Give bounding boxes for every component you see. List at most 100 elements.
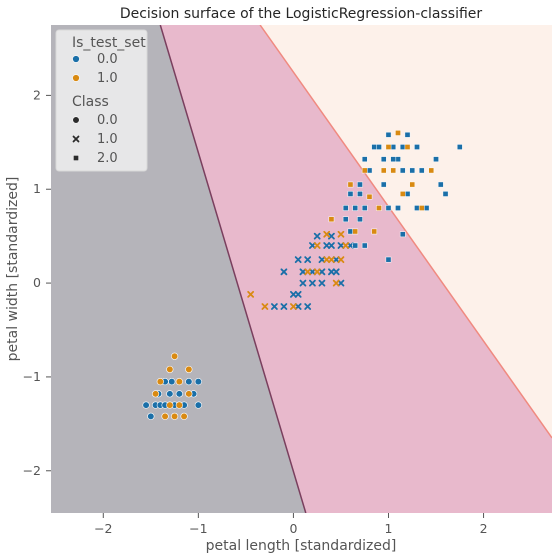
point-square [419,205,424,210]
point-square [386,132,391,137]
point-square [386,257,391,262]
point-square [362,243,367,248]
y-tick-label: 0 [33,275,41,290]
point-square [457,144,462,149]
point-square [362,205,367,210]
point-square [424,205,429,210]
point-circle [195,402,202,409]
point-circle [73,117,80,124]
point-square [353,205,358,210]
point-square [343,205,348,210]
legend: Is_test_set 0.0 1.0 Class 0.0 1.0 2.0 [56,30,147,171]
point-square [372,144,377,149]
point-circle [168,378,175,385]
x-tick-label: 1 [385,521,393,536]
point-square [400,191,405,196]
point-square [391,144,396,149]
point-circle [167,402,174,409]
point-square [362,168,367,173]
point-circle [171,353,178,360]
legend-hue-label: 1.0 [97,71,118,86]
y-tick-label: 1 [33,181,41,196]
legend-class-label: 1.0 [97,132,118,147]
point-circle [152,391,159,398]
point-square [343,217,348,222]
point-circle [195,378,202,385]
legend-hue-title: Is_test_set [72,35,146,51]
legend-hue-label: 0.0 [97,52,118,67]
point-square [362,157,367,162]
point-square [381,182,386,187]
point-circle [181,413,188,420]
point-square [400,168,405,173]
point-circle [167,366,174,373]
point-square [395,130,400,135]
point-square [429,168,434,173]
chart-title: Decision surface of the LogisticRegressi… [120,6,483,22]
point-square [395,157,400,162]
point-square [73,155,78,160]
point-square [329,217,334,222]
point-square [419,168,424,173]
point-circle [73,75,80,82]
point-square [372,229,377,234]
point-square [400,232,405,237]
point-square [348,191,353,196]
point-square [357,191,362,196]
point-circle [157,378,164,385]
y-tick-label: −2 [23,463,41,478]
point-square [376,144,381,149]
point-square [414,144,419,149]
point-circle [148,413,155,420]
point-square [414,205,419,210]
point-square [357,182,362,187]
point-square [410,182,415,187]
point-square [386,144,391,149]
x-axis-label: petal length [standardized] [206,538,397,554]
x-tick-label: 0 [289,521,297,536]
point-square [353,243,358,248]
y-axis-label: petal width [standardized] [5,177,21,362]
point-circle [73,56,80,63]
point-square [433,157,438,162]
point-square [438,182,443,187]
x-tick-label: −2 [94,521,112,536]
point-square [348,182,353,187]
point-circle [162,413,169,420]
point-square [386,205,391,210]
point-square [410,168,415,173]
point-circle [176,391,183,398]
point-square [381,157,386,162]
point-circle [167,391,174,398]
point-circle [171,413,178,420]
point-square [357,217,362,222]
point-square [405,191,410,196]
y-tick-label: 2 [33,87,41,102]
point-square [348,229,353,234]
point-square [395,205,400,210]
legend-class-label: 0.0 [97,113,118,128]
point-square [353,229,358,234]
point-square [405,132,410,137]
point-square [400,144,405,149]
legend-class-title: Class [72,94,109,110]
legend-class-label: 2.0 [97,151,118,166]
point-circle [186,391,193,398]
point-square [381,168,386,173]
point-circle [186,366,193,373]
point-square [391,157,396,162]
point-square [376,205,381,210]
point-circle [143,402,150,409]
point-square [367,194,372,199]
point-square [443,191,448,196]
x-tick-label: −1 [189,521,207,536]
point-square [367,168,372,173]
point-square [391,168,396,173]
x-tick-label: 2 [480,521,488,536]
y-tick-label: −1 [23,369,41,384]
point-square [405,144,410,149]
point-circle [176,402,183,409]
point-circle [176,378,183,385]
point-circle [186,378,193,385]
